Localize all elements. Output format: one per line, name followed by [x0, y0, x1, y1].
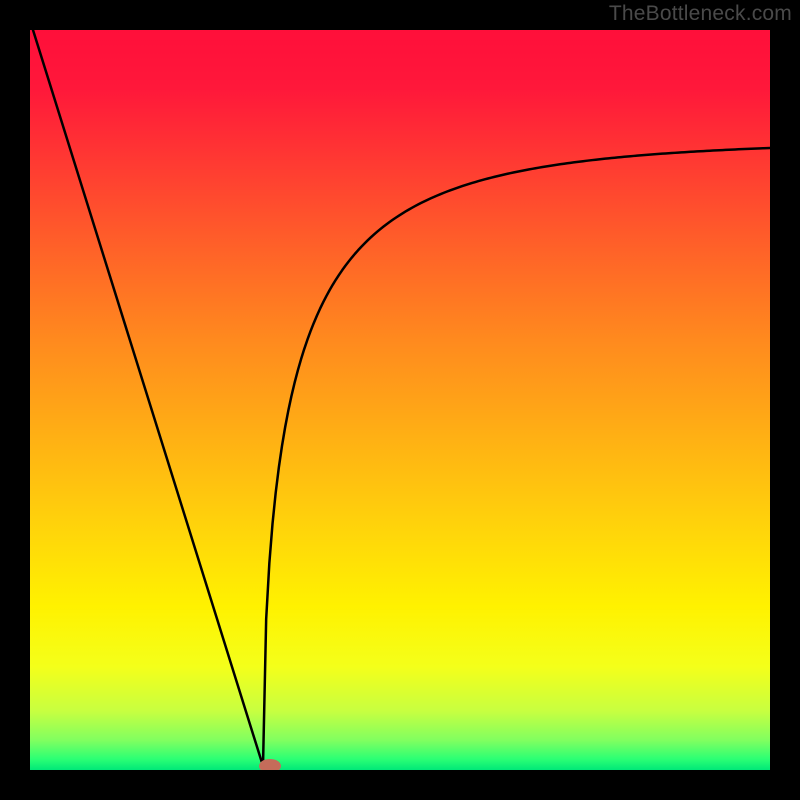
- optimal-point-marker: [259, 759, 281, 773]
- watermark-text: TheBottleneck.com: [609, 2, 792, 26]
- bottleneck-chart: [0, 0, 800, 800]
- plot-background: [30, 30, 770, 770]
- chart-container: TheBottleneck.com: [0, 0, 800, 800]
